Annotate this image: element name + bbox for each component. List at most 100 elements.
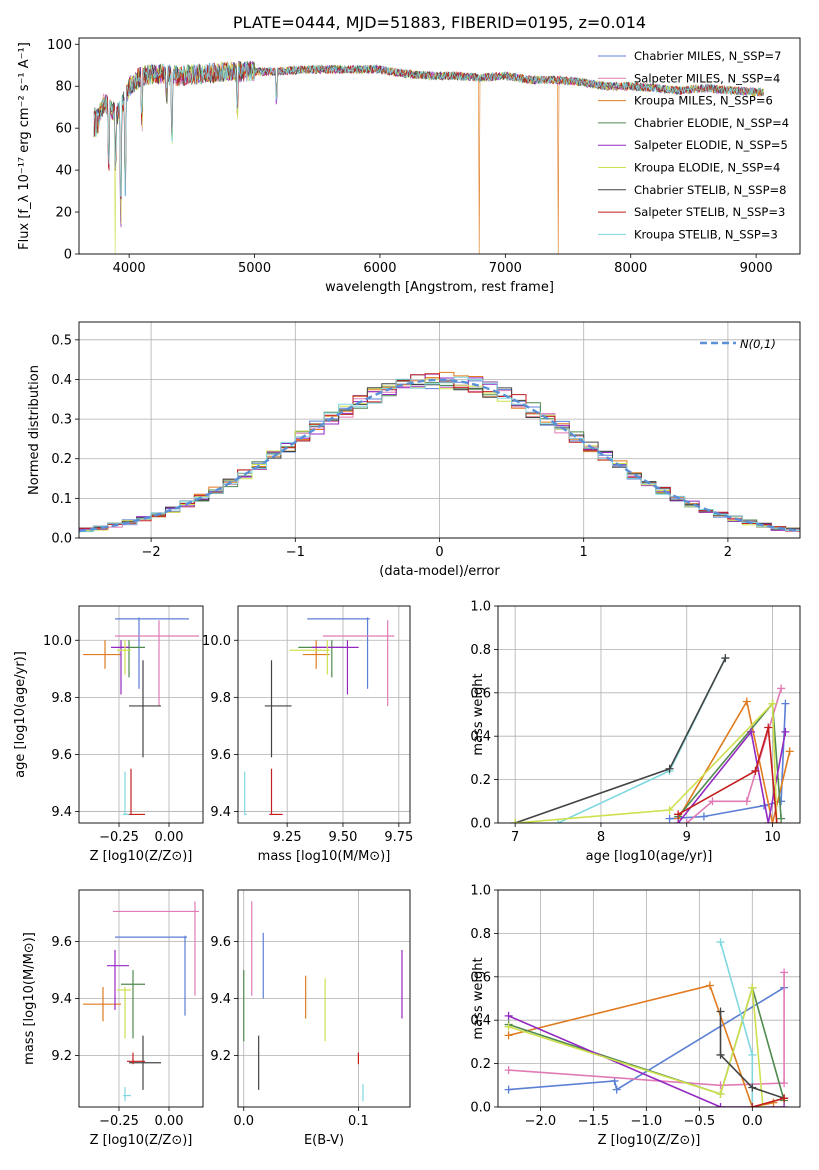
weight-point-marker bbox=[504, 1031, 513, 1040]
weight-point-marker bbox=[504, 1022, 513, 1031]
x-tick-label: 1 bbox=[580, 545, 588, 560]
x-axis-label: (data-model)/error bbox=[379, 564, 500, 579]
y-tick-label: 9.4 bbox=[51, 992, 72, 1007]
weight-series-line bbox=[508, 987, 764, 1107]
weight-point-marker bbox=[764, 819, 773, 823]
y-tick-label: 0.8 bbox=[470, 643, 491, 658]
y-axis-label: Normed distribution bbox=[27, 365, 42, 495]
axes-frame bbox=[78, 37, 801, 255]
weight-point-marker bbox=[504, 1011, 513, 1020]
weight-point-marker bbox=[721, 654, 730, 663]
axes-frame bbox=[237, 889, 411, 1108]
x-tick-label: 10 bbox=[764, 830, 781, 845]
weight-point-marker bbox=[768, 819, 777, 823]
x-tick-label: 7000 bbox=[489, 261, 522, 276]
y-tick-label: 0.0 bbox=[470, 817, 491, 832]
weight-point-marker bbox=[665, 764, 674, 773]
weight-point-marker bbox=[777, 684, 786, 693]
y-axis-label: mass [log10(M/M⊙)] bbox=[22, 932, 37, 1065]
y-tick-label: 9.6 bbox=[51, 935, 72, 950]
x-tick-label: 0.0 bbox=[742, 1114, 763, 1129]
error-bars bbox=[243, 901, 403, 1102]
y-axis-label: age [log10(age/yr)] bbox=[13, 651, 28, 778]
x-axis-label: Z [log10(Z/Z⊙)] bbox=[598, 1133, 701, 1148]
legend-entry: Salpeter STELIB, N_SSP=3 bbox=[634, 205, 785, 219]
x-tick-label: −0.25 bbox=[99, 1114, 139, 1129]
weight_vs_age-panel: 7 8 9 10 0.0 0.2 0.4 0.6 0.8 1.0 age [log10(age/yr… bbox=[470, 600, 801, 864]
weight-series-line bbox=[508, 984, 774, 1107]
x-tick-label: −2 bbox=[142, 545, 161, 560]
x-tick-label: 0.0 bbox=[233, 1114, 254, 1129]
age_vs_Z-panel: −0.25 0.00 9.4 9.6 9.8 10.0 Z [log10(Z/Z⊙)] age… bbox=[13, 605, 204, 864]
x-tick-label: −1.0 bbox=[631, 1114, 663, 1129]
axes-frame bbox=[78, 321, 801, 539]
x-tick-label: 9 bbox=[683, 830, 691, 845]
y-tick-label: 80 bbox=[55, 80, 72, 95]
weight-point-marker bbox=[785, 747, 794, 756]
error-bars bbox=[244, 617, 395, 816]
weight-point-marker bbox=[612, 1085, 621, 1094]
weight_vs_Z-panel: −2.0 −1.5 −1.0 −0.5 0.0 0.0 0.2 0.4 0.6 0.8 1.0 Z [… bbox=[470, 884, 801, 1148]
weight-point-marker bbox=[716, 1089, 725, 1098]
axes-frame bbox=[78, 889, 204, 1108]
y-tick-label: 10.0 bbox=[43, 634, 72, 649]
y-tick-label: 9.6 bbox=[51, 748, 72, 763]
y-tick-label: 0.4 bbox=[51, 373, 72, 388]
legend-entry: Salpeter ELODIE, N_SSP=5 bbox=[634, 138, 788, 152]
x-tick-label: −0.5 bbox=[684, 1114, 716, 1129]
residuals-panel: −2 −1 0 1 2 0.0 0.1 0.2 0.3 0.4 0.5 (data-model)/er… bbox=[27, 321, 801, 579]
y-tick-label: 9.6 bbox=[210, 748, 231, 763]
legend-entry: Salpeter MILES, N_SSP=4 bbox=[634, 71, 780, 85]
weight-point-marker bbox=[772, 819, 781, 823]
x-tick-label: 0 bbox=[435, 545, 443, 560]
weight-point-marker bbox=[781, 727, 790, 736]
weight-point-marker bbox=[764, 723, 773, 732]
weight-point-marker bbox=[554, 819, 563, 823]
x-tick-label: −0.25 bbox=[99, 830, 139, 845]
legend-entry: Chabrier MILES, N_SSP=7 bbox=[634, 49, 781, 63]
y-tick-label: 9.4 bbox=[210, 805, 231, 820]
legend-entry: Kroupa STELIB, N_SSP=3 bbox=[634, 227, 778, 241]
y-tick-label: 0.8 bbox=[470, 927, 491, 942]
weight-point-marker bbox=[742, 797, 751, 806]
weight-series-line bbox=[508, 1015, 785, 1107]
y-tick-label: 1.0 bbox=[470, 600, 491, 615]
legend-entry: Chabrier ELODIE, N_SSP=4 bbox=[634, 116, 789, 130]
weight-series-line bbox=[752, 1097, 785, 1107]
x-tick-label: 6000 bbox=[363, 261, 396, 276]
x-tick-label: 2 bbox=[724, 545, 732, 560]
y-tick-label: 0.0 bbox=[470, 1101, 491, 1116]
y-tick-label: 0.4 bbox=[470, 730, 491, 745]
error-bars bbox=[83, 617, 199, 816]
x-tick-label: 8000 bbox=[614, 261, 647, 276]
mass_vs_EBV-panel: 0.0 0.1 9.2 9.4 9.6 E(B-V) bbox=[210, 889, 411, 1148]
y-tick-label: 10.0 bbox=[202, 634, 231, 649]
x-tick-label: 8 bbox=[597, 830, 605, 845]
spectrum-series-line bbox=[93, 61, 764, 198]
y-tick-label: 0.3 bbox=[51, 413, 72, 428]
x-axis-label: Z [log10(Z/Z⊙)] bbox=[90, 1133, 193, 1148]
y-tick-label: 0.0 bbox=[51, 532, 72, 547]
weight-point-marker bbox=[780, 1094, 789, 1103]
error-bars bbox=[83, 901, 199, 1102]
weight-point-marker bbox=[748, 1103, 757, 1107]
weight-point-marker bbox=[682, 819, 691, 823]
y-tick-label: 9.4 bbox=[51, 805, 72, 820]
spectrum-panel: 4000 5000 6000 7000 8000 9000 0 20 40 60 80 100 wave… bbox=[17, 13, 801, 295]
weight-lines bbox=[511, 654, 794, 823]
x-tick-label: 9.50 bbox=[329, 830, 358, 845]
age_vs_mass-panel: 9.25 9.50 9.75 9.4 9.6 9.8 10.0 mass [log10(M/M… bbox=[202, 605, 413, 864]
x-tick-label: −1.5 bbox=[578, 1114, 610, 1129]
y-axis-label: mass weight bbox=[471, 957, 486, 1039]
weight-point-marker bbox=[705, 981, 714, 990]
y-tick-label: 0.6 bbox=[470, 970, 491, 985]
y-tick-label: 0.1 bbox=[51, 492, 72, 507]
weight-point-marker bbox=[780, 968, 789, 977]
y-tick-label: 0.2 bbox=[470, 773, 491, 788]
weight-point-marker bbox=[781, 699, 790, 708]
spectrum-lines bbox=[93, 60, 764, 254]
weight-point-marker bbox=[716, 1050, 725, 1059]
weight-point-marker bbox=[665, 805, 674, 814]
chart-title: PLATE=0444, MJD=51883, FIBERID=0195, z=0… bbox=[233, 13, 646, 32]
x-tick-label: 9.25 bbox=[273, 830, 302, 845]
